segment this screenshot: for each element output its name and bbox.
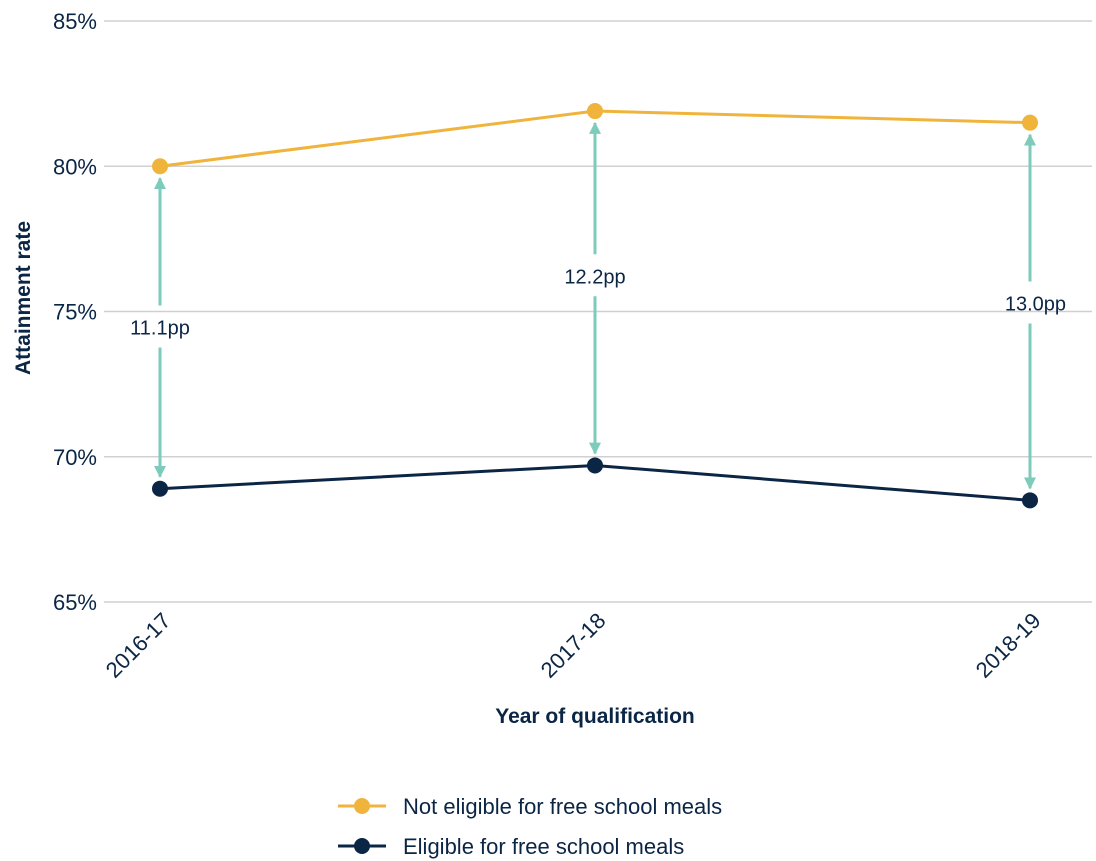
x-axis-title: Year of qualification <box>495 705 695 728</box>
legend-swatch-marker <box>354 838 370 854</box>
y-tick-label: 65% <box>53 590 97 615</box>
gap-label: 13.0pp <box>1005 294 1066 316</box>
legend-item-eligible[interactable]: Eligible for free school meals <box>338 834 684 859</box>
y-axis-title: Attainment rate <box>12 221 35 375</box>
y-tick-label: 85% <box>53 9 97 34</box>
data-point <box>587 457 603 474</box>
data-point <box>1022 492 1038 509</box>
y-tick-label: 75% <box>53 300 97 325</box>
x-tick-label: 2016-17 <box>101 608 176 683</box>
legend-label: Eligible for free school meals <box>403 834 684 859</box>
x-tick-label: 2017-18 <box>536 608 611 683</box>
gap-label: 12.2pp <box>564 266 625 288</box>
gap-annotations: 11.1pp 12.2pp 13.0pp <box>130 121 1066 490</box>
data-point <box>152 480 168 497</box>
gap-label: 11.1pp <box>130 317 190 339</box>
data-point <box>152 158 168 175</box>
data-point <box>1022 114 1038 131</box>
legend-item-not-eligible[interactable]: Not eligible for free school meals <box>338 794 722 819</box>
x-axis-ticks: 2016-17 2017-18 2018-19 <box>101 608 1046 683</box>
series-lines <box>152 103 1038 509</box>
x-tick-label: 2018-19 <box>971 608 1046 683</box>
legend-label: Not eligible for free school meals <box>403 794 722 819</box>
y-tick-label: 80% <box>53 154 97 179</box>
legend: Not eligible for free school meals Eligi… <box>338 794 722 859</box>
y-axis-ticks: 65% 70% 75% 80% 85% <box>53 9 97 615</box>
y-tick-label: 70% <box>53 445 97 470</box>
gridlines <box>104 20 1092 603</box>
legend-swatch-marker <box>354 798 370 814</box>
data-point <box>587 103 603 120</box>
